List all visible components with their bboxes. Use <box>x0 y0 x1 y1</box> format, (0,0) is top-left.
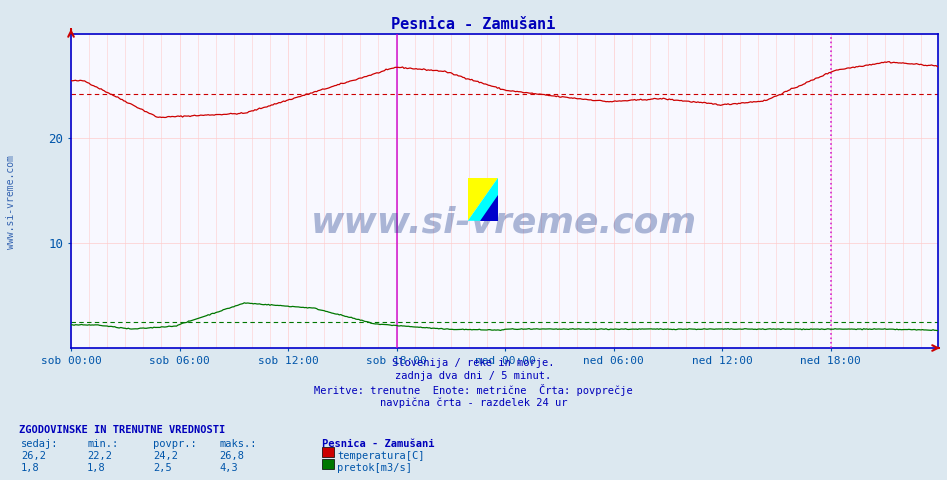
Text: 4,3: 4,3 <box>220 463 239 473</box>
Text: 22,2: 22,2 <box>87 451 112 461</box>
Text: Slovenija / reke in morje.: Slovenija / reke in morje. <box>392 358 555 368</box>
Polygon shape <box>468 178 498 221</box>
Text: 24,2: 24,2 <box>153 451 178 461</box>
Text: 1,8: 1,8 <box>87 463 106 473</box>
Text: 2,5: 2,5 <box>153 463 172 473</box>
Text: Pesnica - Zamušani: Pesnica - Zamušani <box>391 17 556 32</box>
Text: navpična črta - razdelek 24 ur: navpična črta - razdelek 24 ur <box>380 398 567 408</box>
Text: www.si-vreme.com: www.si-vreme.com <box>312 205 697 239</box>
Polygon shape <box>480 195 498 221</box>
Text: temperatura[C]: temperatura[C] <box>337 451 424 461</box>
Text: zadnja dva dni / 5 minut.: zadnja dva dni / 5 minut. <box>396 371 551 381</box>
Text: 1,8: 1,8 <box>21 463 40 473</box>
Text: ZGODOVINSKE IN TRENUTNE VREDNOSTI: ZGODOVINSKE IN TRENUTNE VREDNOSTI <box>19 425 225 435</box>
Text: www.si-vreme.com: www.si-vreme.com <box>7 155 16 249</box>
Text: min.:: min.: <box>87 439 118 449</box>
Text: 26,8: 26,8 <box>220 451 244 461</box>
Polygon shape <box>468 178 498 221</box>
Text: 26,2: 26,2 <box>21 451 45 461</box>
Text: Pesnica - Zamušani: Pesnica - Zamušani <box>322 439 435 449</box>
Text: povpr.:: povpr.: <box>153 439 197 449</box>
Text: sedaj:: sedaj: <box>21 439 59 449</box>
Text: maks.:: maks.: <box>220 439 258 449</box>
Text: pretok[m3/s]: pretok[m3/s] <box>337 463 412 473</box>
Text: Meritve: trenutne  Enote: metrične  Črta: povprečje: Meritve: trenutne Enote: metrične Črta: … <box>314 384 633 396</box>
